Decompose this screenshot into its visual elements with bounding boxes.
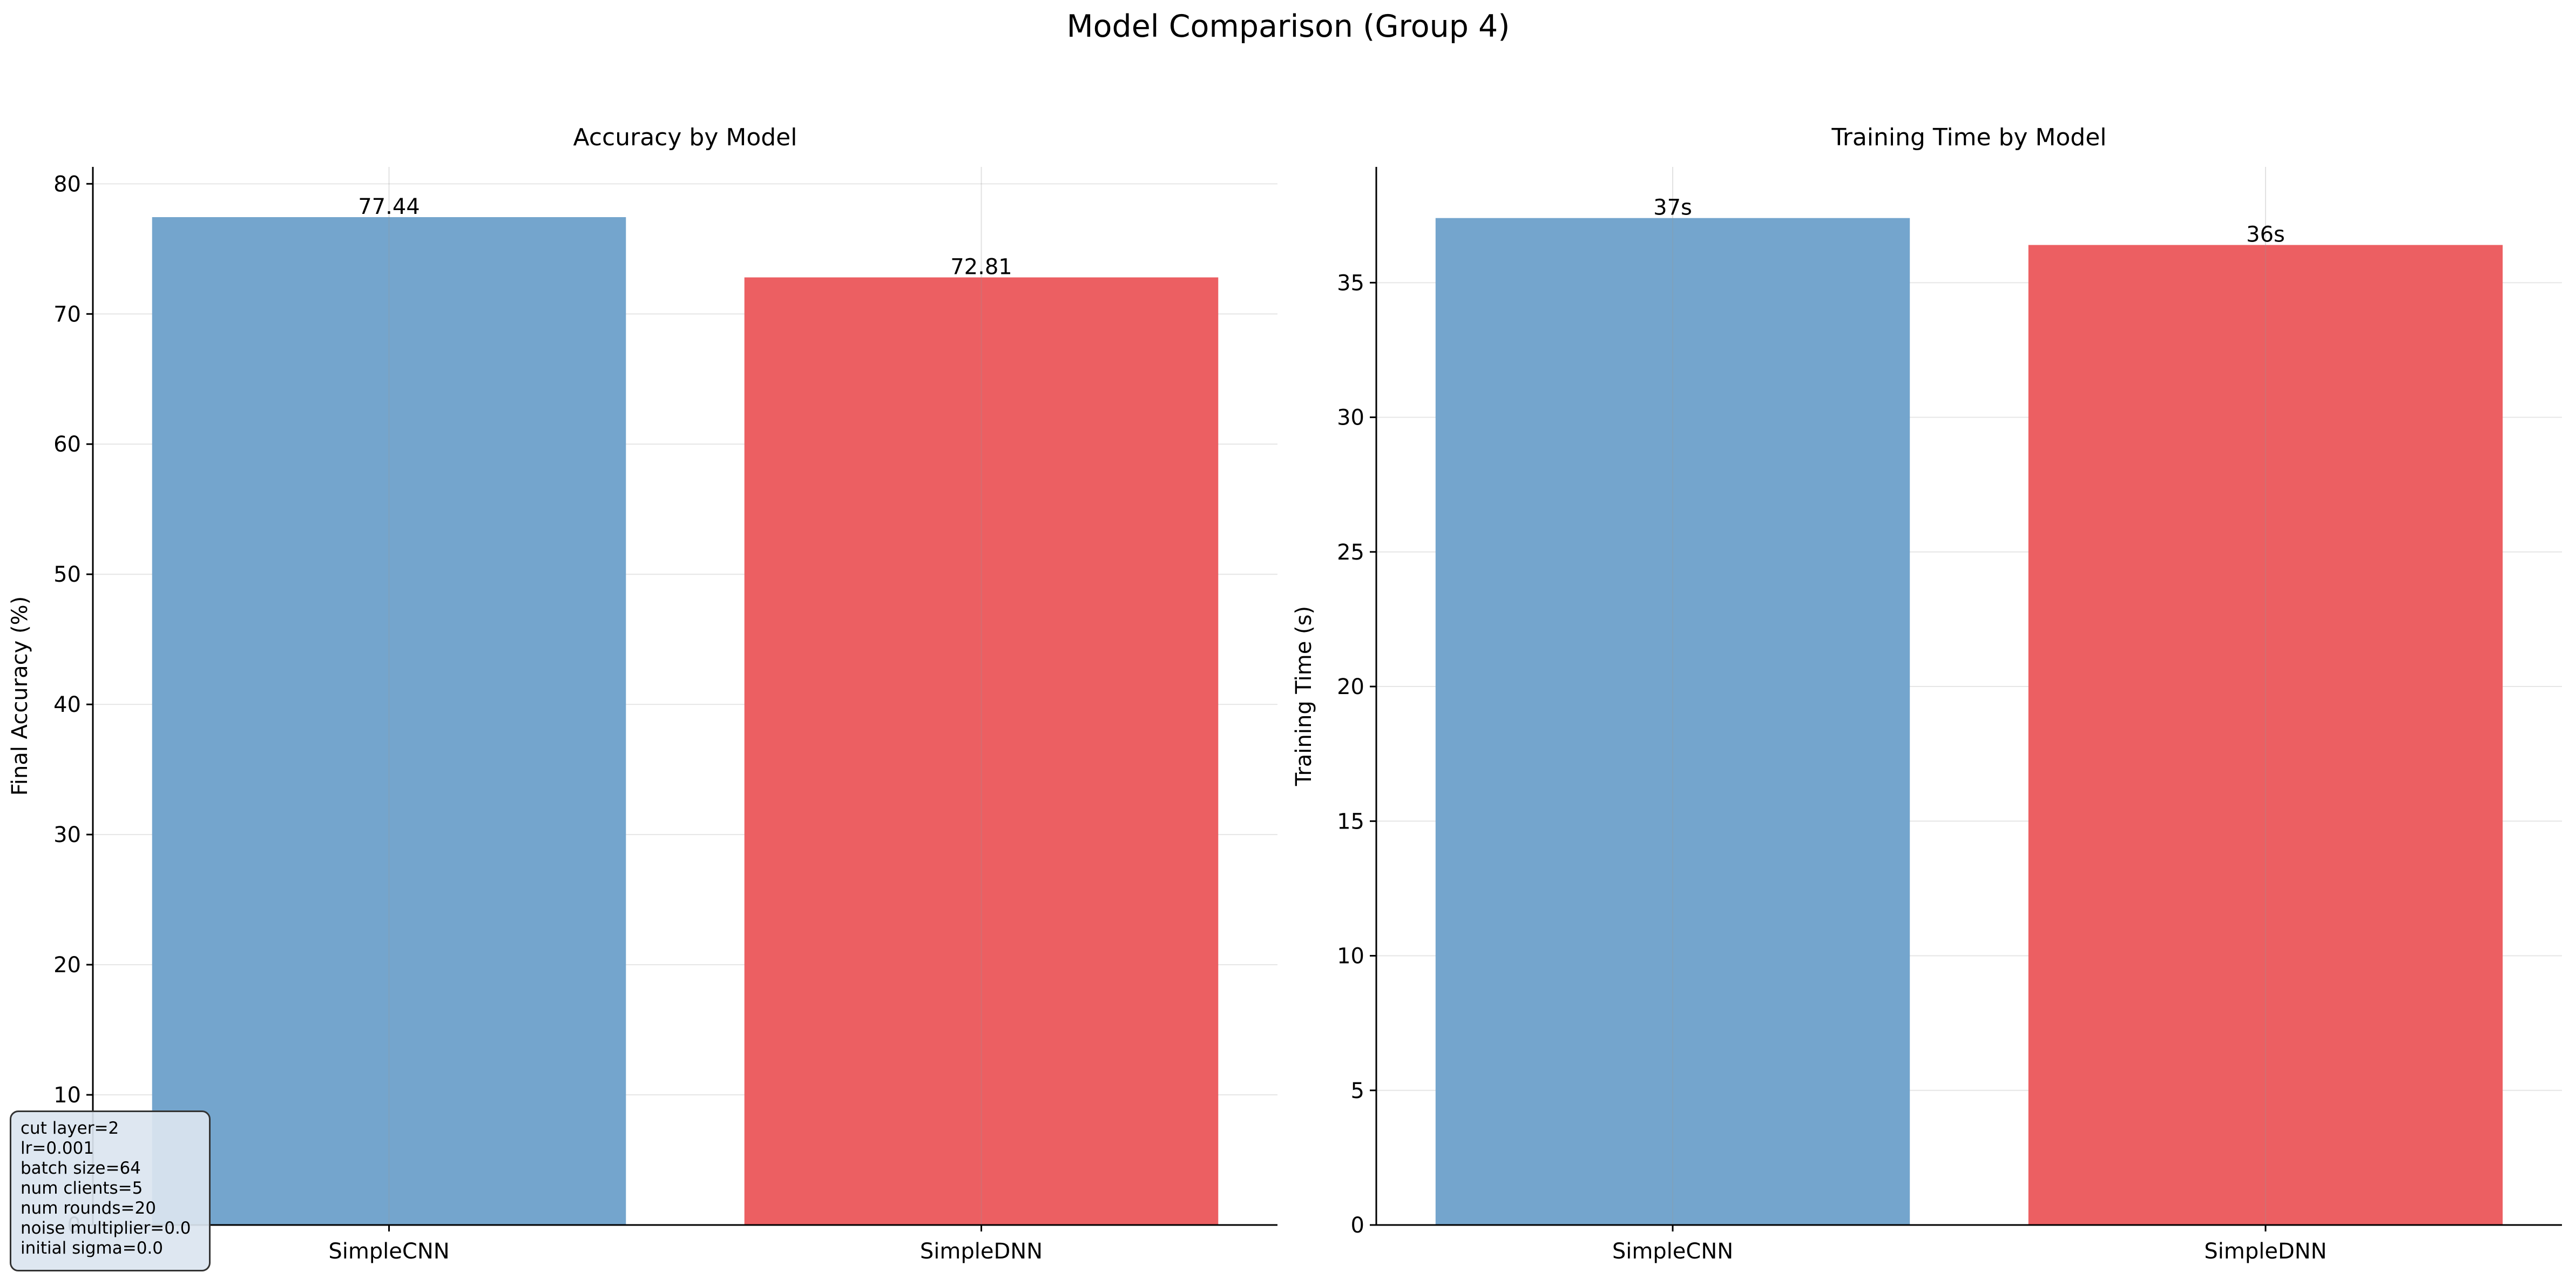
- param-line: num clients=5: [21, 1179, 143, 1198]
- y-tick-label: 25: [1337, 540, 1364, 565]
- y-tick-label: 40: [53, 692, 81, 717]
- y-tick-label: 20: [53, 953, 81, 978]
- y-axis-label: Final Accuracy (%): [8, 596, 32, 796]
- chart-title: Accuracy by Model: [573, 124, 797, 151]
- y-tick-label: 50: [53, 562, 81, 587]
- bar-simplecnn: [152, 217, 626, 1225]
- bar-simplecnn: [1435, 218, 1910, 1225]
- y-tick-label: 80: [53, 172, 81, 197]
- y-tick-label: 20: [1337, 675, 1364, 699]
- parameters-box: cut layer=2 lr=0.001 batch size=64 num c…: [10, 1110, 211, 1271]
- accuracy-chart: 77.4472.8101020304050607080SimpleCNNSimp…: [8, 124, 1277, 1264]
- y-axis-label: Training Time (s): [1292, 606, 1316, 786]
- param-line: initial sigma=0.0: [21, 1238, 164, 1258]
- figure-suptitle: Model Comparison (Group 4): [1066, 9, 1510, 44]
- y-tick-label: 30: [53, 823, 81, 847]
- y-tick-label: 5: [1351, 1079, 1364, 1103]
- param-line: noise multiplier=0.0: [21, 1219, 191, 1238]
- x-tick-label: SimpleDNN: [2204, 1239, 2327, 1264]
- y-tick-label: 15: [1337, 809, 1364, 834]
- bar-value-label: 37s: [1653, 196, 1692, 220]
- x-tick-label: SimpleCNN: [1612, 1239, 1733, 1264]
- y-tick-label: 70: [53, 302, 81, 327]
- y-tick-label: 35: [1337, 271, 1364, 295]
- bar-value-label: 36s: [2246, 223, 2285, 247]
- bar-simplednn: [744, 277, 1219, 1226]
- y-tick-label: 10: [53, 1083, 81, 1108]
- param-line: num rounds=20: [21, 1199, 156, 1218]
- training-time-chart: 37s 36s 0 5 10 15 20 25 30 35 SimpleCNN SimpleDNN Tr…: [1292, 124, 2562, 1264]
- param-line: lr=0.001: [21, 1139, 94, 1158]
- x-tick-label: SimpleCNN: [328, 1239, 449, 1264]
- param-line: batch size=64: [21, 1159, 141, 1178]
- bar-value-label: 77.44: [358, 194, 420, 219]
- bar-value-label: 72.81: [950, 255, 1012, 280]
- param-line: cut layer=2: [21, 1119, 119, 1138]
- y-tick-label: 10: [1337, 944, 1364, 969]
- y-tick-label: 0: [1351, 1213, 1364, 1238]
- bar-simplednn: [2028, 245, 2503, 1225]
- chart-title: Training Time by Model: [1831, 124, 2106, 151]
- x-tick-label: SimpleDNN: [920, 1239, 1043, 1264]
- y-tick-label: 30: [1337, 406, 1364, 430]
- y-tick-label: 60: [53, 432, 81, 457]
